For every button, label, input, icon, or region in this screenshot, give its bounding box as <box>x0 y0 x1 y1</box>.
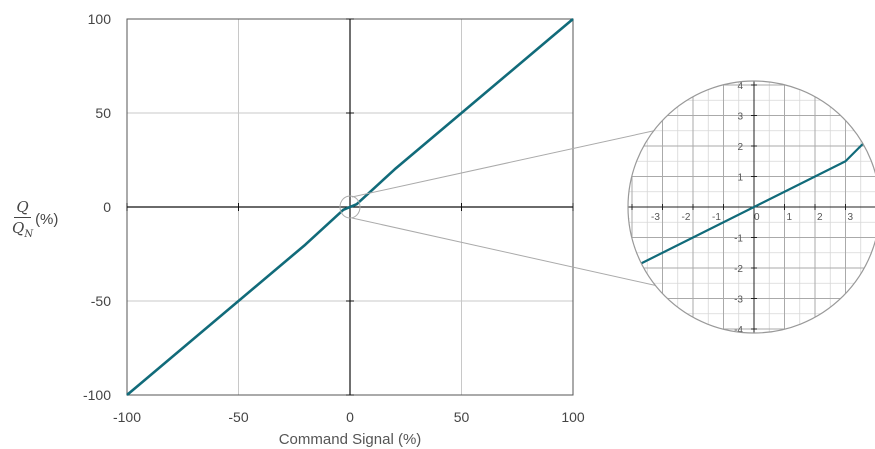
inset-x-tick-label: -1 <box>712 212 721 223</box>
y-axis-label: Q QN (%) <box>12 198 58 240</box>
inset-y-tick-label: -2 <box>734 264 743 275</box>
y-axis-label-fraction: Q QN <box>12 198 33 240</box>
callout-line-upper <box>351 128 663 198</box>
y-tick-label: 50 <box>95 105 111 121</box>
zoom-callout <box>339 128 663 287</box>
inset-x-tick-label: -3 <box>651 212 660 223</box>
inset-y-tick-label: 3 <box>737 112 743 123</box>
inset-x-tick-label: 1 <box>787 212 793 223</box>
x-tick-label: -100 <box>113 409 141 425</box>
x-tick-label: 100 <box>561 409 585 425</box>
y-tick-label: 0 <box>103 199 111 215</box>
inset-border <box>627 80 875 334</box>
y-tick-label: 100 <box>88 11 112 27</box>
main-series-line <box>126 18 574 396</box>
x-axis-label: Command Signal (%) <box>279 431 422 448</box>
y-tick-label: -100 <box>83 387 111 403</box>
y-axis-label-denominator-symbol: Q <box>12 219 25 237</box>
x-tick-label: 50 <box>454 409 470 425</box>
y-axis-label-denominator: QN <box>12 218 33 240</box>
x-tick-label: -50 <box>228 409 248 425</box>
inset-x-tick-label: 0 <box>754 212 760 223</box>
inset-y-tick-label: 1 <box>737 173 743 184</box>
inset-x-tick-label: 2 <box>817 212 823 223</box>
main-plot: -100 -50 0 50 100 -100 -50 0 50 100 Command Signa… <box>83 11 585 448</box>
inset-series <box>631 129 875 269</box>
zoom-region-ellipse <box>339 195 361 219</box>
y-axis-label-denominator-subscript: N <box>24 229 34 240</box>
y-tick-label: -50 <box>91 293 111 309</box>
y-axis-label-unit: (%) <box>35 210 59 228</box>
inset-series-line <box>631 129 875 269</box>
y-axis-label-numerator: Q <box>14 198 31 218</box>
inset-y-tick-label: 2 <box>737 142 743 153</box>
inset-y-tick-label: -3 <box>734 295 743 306</box>
inset-x-tick-label: -2 <box>682 212 691 223</box>
inset-y-tick-label: 4 <box>737 81 743 92</box>
inset-x-tick-label: 3 <box>848 212 854 223</box>
main-tick-labels: -100 -50 0 50 100 -100 -50 0 50 100 <box>83 11 585 425</box>
callout-line-lower <box>351 217 659 287</box>
inset-y-tick-label: -4 <box>734 325 743 336</box>
x-tick-label: 0 <box>346 409 354 425</box>
inset-y-tick-label: -1 <box>734 234 743 245</box>
main-series <box>126 18 574 396</box>
